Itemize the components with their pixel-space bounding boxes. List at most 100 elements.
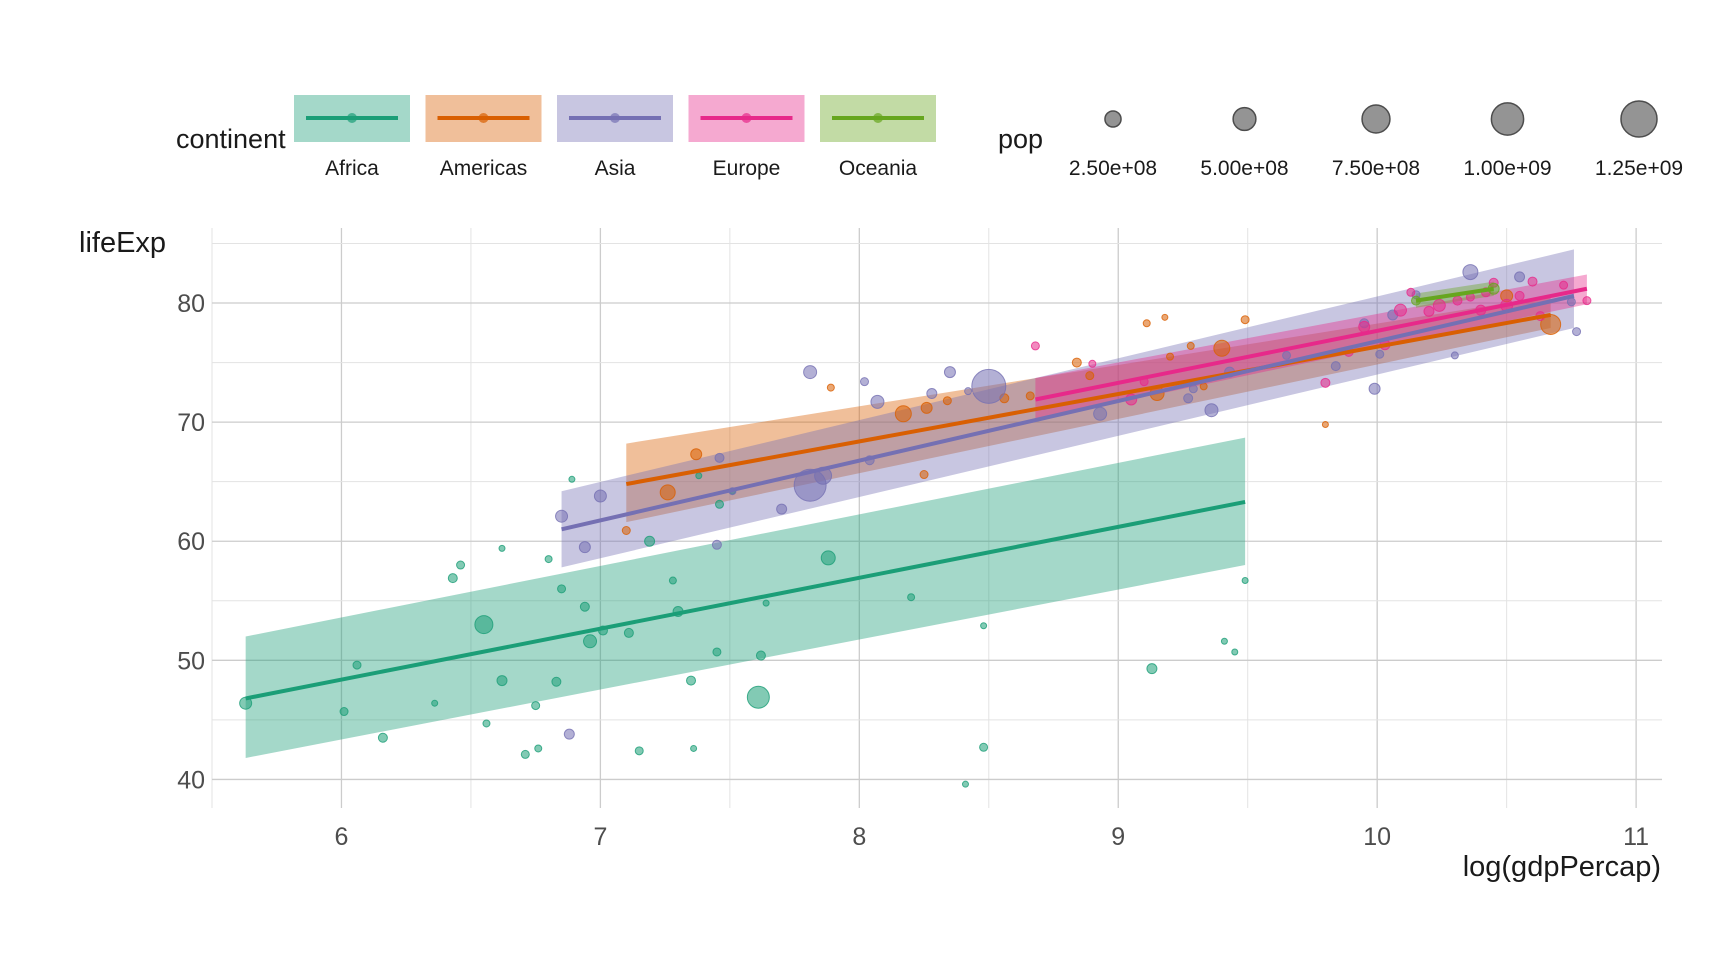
data-point-africa xyxy=(762,599,770,607)
data-point-africa xyxy=(820,550,836,566)
data-point-africa xyxy=(339,707,349,717)
data-point-africa xyxy=(1146,663,1158,675)
fit-line-europe xyxy=(1034,286,1588,402)
continent-legend-title: continent xyxy=(176,124,286,154)
data-point-europe xyxy=(1582,296,1592,306)
data-point-africa xyxy=(755,650,766,661)
data-point-europe xyxy=(1320,377,1331,388)
data-point-asia xyxy=(1183,393,1194,404)
data-point-americas xyxy=(826,383,835,392)
confidence-band-africa xyxy=(245,437,1246,758)
data-point-americas xyxy=(690,448,703,461)
legend-label-africa: Africa xyxy=(325,157,379,180)
data-point-asia xyxy=(714,452,725,463)
data-point-europe xyxy=(1432,298,1446,312)
y-axis-title: lifeExp xyxy=(79,227,166,259)
data-point-africa xyxy=(568,475,576,483)
data-point-asia xyxy=(1368,382,1381,395)
data-point-asia xyxy=(1462,264,1479,281)
y-tick-label: 40 xyxy=(177,766,205,794)
fit-lines xyxy=(245,286,1588,701)
data-point-americas xyxy=(920,401,933,414)
data-point-africa xyxy=(668,576,677,585)
data-point-africa xyxy=(520,749,530,759)
data-point-asia xyxy=(1282,350,1292,360)
data-point-africa xyxy=(634,746,644,756)
legend-label-europe: Europe xyxy=(713,157,781,180)
data-point-asia xyxy=(1330,361,1341,372)
data-point-americas xyxy=(1085,371,1095,381)
data-point-africa xyxy=(623,627,634,638)
data-point-asia xyxy=(555,509,569,523)
legend-key-dot-europe xyxy=(741,113,752,123)
data-point-americas xyxy=(1186,341,1195,350)
data-point-americas xyxy=(942,396,952,406)
data-point-africa xyxy=(551,676,562,687)
legend-key-dot-asia xyxy=(610,113,620,123)
data-point-americas xyxy=(1199,382,1208,391)
grid xyxy=(211,228,1662,808)
legend-key-dot-africa xyxy=(347,113,357,123)
pop-legend-label: 7.50e+08 xyxy=(1332,157,1420,180)
data-point-africa xyxy=(695,472,703,480)
data-point-africa xyxy=(1241,577,1249,585)
data-point-americas xyxy=(621,526,631,536)
data-point-africa xyxy=(686,675,697,686)
x-tick-label: 6 xyxy=(335,823,349,851)
x-tick-label: 10 xyxy=(1363,823,1391,851)
pop-legend-label: 1.00e+09 xyxy=(1463,157,1551,180)
data-point-asia xyxy=(1450,351,1459,360)
data-point-asia xyxy=(1204,403,1219,418)
data-point-europe xyxy=(1406,287,1416,297)
data-point-asia xyxy=(593,489,607,503)
x-tick-label: 9 xyxy=(1111,823,1125,851)
data-point-africa xyxy=(456,560,466,570)
data-point-americas xyxy=(1071,357,1082,368)
data-point-asia xyxy=(563,728,575,740)
legend-label-asia: Asia xyxy=(595,157,636,180)
pop-legend-label: 5.00e+08 xyxy=(1200,157,1288,180)
data-point-americas xyxy=(1161,313,1169,321)
legend-key-dot-americas xyxy=(478,113,489,123)
fit-line-africa xyxy=(245,499,1246,701)
data-points xyxy=(239,264,1592,788)
y-tick-label: 50 xyxy=(177,647,205,675)
data-point-asia xyxy=(870,394,885,409)
data-point-africa xyxy=(531,701,541,711)
data-point-africa xyxy=(690,744,698,752)
data-point-africa xyxy=(579,601,590,612)
data-point-africa xyxy=(557,584,567,594)
data-point-africa xyxy=(583,634,598,649)
legend-label-americas: Americas xyxy=(440,157,528,180)
data-point-asia xyxy=(964,387,973,396)
data-point-americas xyxy=(659,484,676,501)
data-point-africa xyxy=(980,622,988,630)
x-tick-label: 7 xyxy=(593,823,607,851)
data-point-africa xyxy=(352,660,362,670)
pop-legend-title: pop xyxy=(998,124,1043,154)
data-point-africa xyxy=(746,685,770,709)
x-tick-labels: 6 7 8 9 10 11 xyxy=(335,823,1650,851)
data-point-africa xyxy=(498,544,506,552)
data-point-americas xyxy=(1240,315,1250,325)
data-point-africa xyxy=(482,719,491,728)
data-point-asia xyxy=(1572,327,1582,337)
data-point-americas xyxy=(1213,339,1231,357)
pop-legend-circle xyxy=(1104,110,1122,128)
y-tick-label: 60 xyxy=(177,528,205,556)
data-point-asia xyxy=(926,388,938,400)
data-point-asia xyxy=(860,377,869,387)
data-point-asia xyxy=(803,365,818,380)
x-axis-title: log(gdpPercap) xyxy=(1463,851,1661,883)
data-point-asia xyxy=(711,539,722,550)
data-point-africa xyxy=(979,742,989,752)
data-point-asia xyxy=(776,503,788,515)
data-point-asia xyxy=(1514,271,1526,283)
data-point-africa xyxy=(712,647,722,657)
y-tick-labels: 40 50 60 70 80 xyxy=(177,290,205,794)
x-tick-label: 8 xyxy=(852,823,866,851)
y-tick-label: 80 xyxy=(177,290,205,318)
data-point-asia xyxy=(1093,406,1108,421)
pop-legend: pop 2.50e+08 5.00e+08 7.50e+08 1.00e+09 1.25… xyxy=(998,100,1683,180)
